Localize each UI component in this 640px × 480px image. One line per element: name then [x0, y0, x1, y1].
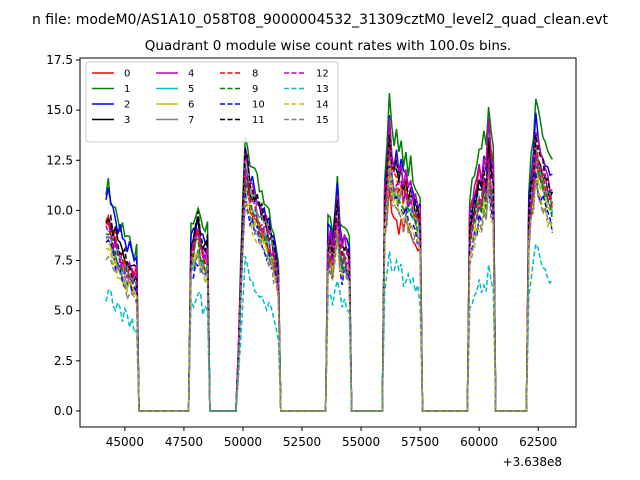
legend-label: 15 [316, 115, 329, 126]
legend-label: 8 [252, 69, 258, 80]
series-line-15 [105, 169, 553, 412]
y-tick-label: 15.0 [46, 103, 73, 117]
x-tick-label: 50000 [224, 435, 262, 449]
x-tick-label: 62500 [519, 435, 557, 449]
y-tick-label: 7.5 [54, 254, 73, 268]
legend-label: 14 [316, 100, 329, 111]
y-axis: 0.0 2.5 5.0 7.5 10.0 12.5 15.0 17.5 [46, 53, 80, 418]
y-tick-label: 12.5 [46, 153, 73, 167]
series-line-12 [105, 147, 554, 412]
legend-label: 4 [188, 69, 194, 80]
legend-label: 11 [252, 115, 265, 126]
x-tick-label: 55000 [342, 435, 380, 449]
x-tick-label: 60000 [460, 435, 498, 449]
legend-label: 7 [188, 115, 194, 126]
x-tick-label: 52500 [283, 435, 321, 449]
legend-label: 12 [316, 69, 329, 80]
x-tick-label: 47500 [165, 435, 203, 449]
plot-area [79, 57, 577, 428]
y-tick-label: 17.5 [46, 53, 73, 67]
legend-label: 5 [188, 84, 194, 95]
x-tick-label: 45000 [106, 435, 144, 449]
legend-label: 2 [124, 100, 130, 111]
legend-label: 9 [252, 84, 258, 95]
y-tick-label: 0.0 [54, 404, 73, 418]
series-layer [105, 92, 554, 412]
legend-label: 10 [252, 100, 265, 111]
y-tick-label: 10.0 [46, 203, 73, 217]
chart-title: Quadrant 0 module wise count rates with … [145, 38, 511, 54]
figure-suptitle: n file: modeM0/AS1A10_058T08_9000004532_… [32, 12, 609, 28]
legend-label: 6 [188, 100, 194, 111]
y-tick-label: 2.5 [54, 354, 73, 368]
legend-label: 13 [316, 84, 329, 95]
legend-label: 1 [124, 84, 130, 95]
x-tick-label: 57500 [401, 435, 439, 449]
x-offset-label: +3.638e8 [503, 455, 562, 469]
legend-box [85, 61, 339, 143]
x-axis: 45000 47500 50000 52500 55000 57500 60000 62500 [106, 427, 557, 449]
legend-label: 0 [124, 69, 130, 80]
series-line-11 [105, 134, 553, 412]
series-line-13 [105, 241, 554, 412]
y-tick-label: 5.0 [54, 304, 73, 318]
legend-label: 3 [124, 115, 130, 126]
